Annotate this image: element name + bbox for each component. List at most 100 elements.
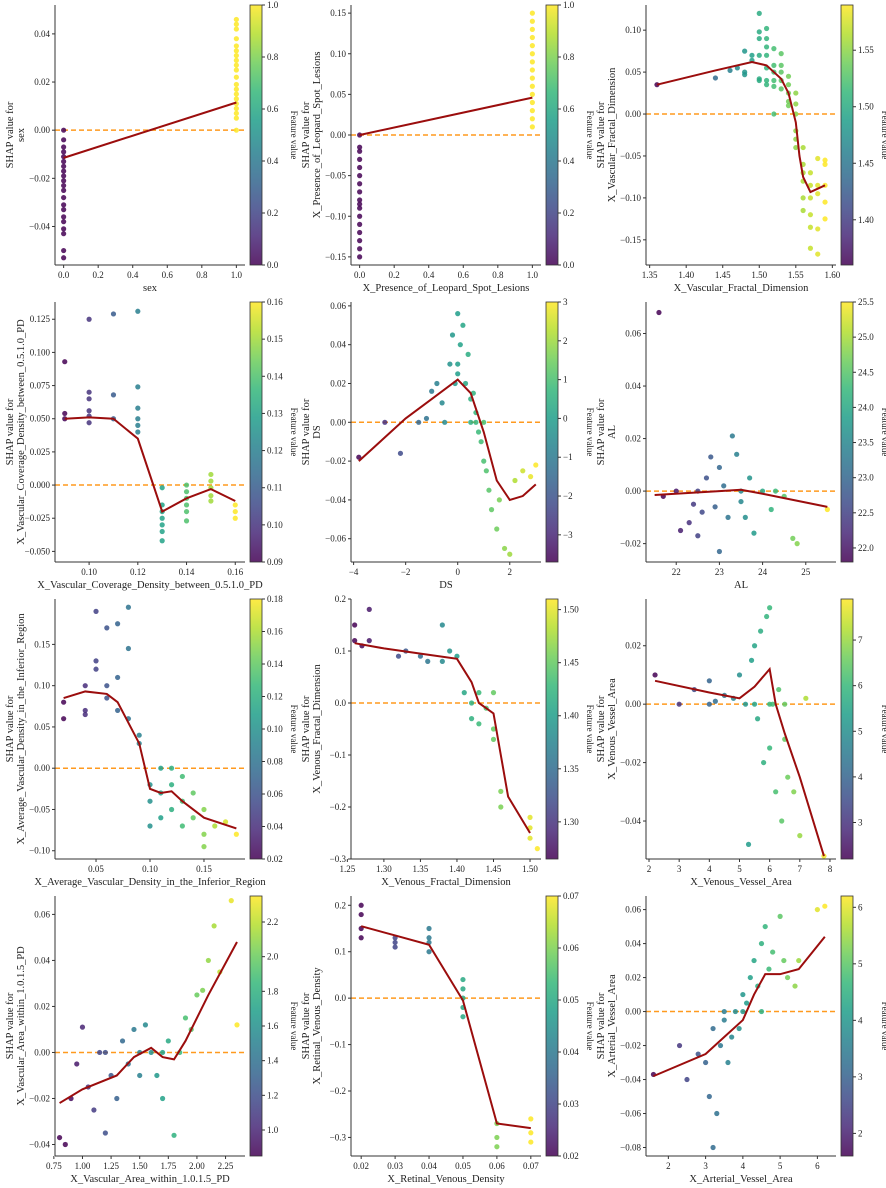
data-point <box>355 454 361 460</box>
data-point <box>104 625 110 631</box>
data-point <box>763 52 770 58</box>
data-point <box>781 957 787 964</box>
data-point <box>529 59 535 65</box>
data-point <box>425 949 432 955</box>
data-point <box>793 101 799 107</box>
data-point <box>61 207 67 213</box>
x-tick-label: 1.55 <box>788 270 804 280</box>
data-point <box>710 1144 716 1151</box>
colorbar-tick-label: 1.0 <box>563 0 575 10</box>
data-point <box>61 144 67 150</box>
x-tick-label: 0.8 <box>492 270 504 280</box>
y-tick-label: 0.00 <box>330 417 346 427</box>
y-tick-label: 0.02 <box>625 973 641 983</box>
x-tick-label: 4 <box>707 864 712 874</box>
x-tick-label: 7 <box>798 864 803 874</box>
data-point <box>822 216 828 222</box>
data-point <box>529 10 535 16</box>
data-point <box>778 86 784 92</box>
colorbar-tick-label: 2.0 <box>267 952 279 962</box>
y-tick-label: 0.0 <box>334 698 346 708</box>
data-point <box>485 487 492 493</box>
y-tick-label: 0.1 <box>334 646 345 656</box>
y-axis-label-line2: X_Venous_Fractal_Dimension <box>312 664 323 794</box>
x-tick-label: 0.2 <box>388 270 399 280</box>
x-tick-label: 0.2 <box>93 270 104 280</box>
colorbar-tick-label: 1.6 <box>267 1021 279 1031</box>
data-point <box>770 701 776 707</box>
data-point <box>468 700 474 706</box>
data-point <box>61 214 67 220</box>
y-tick-label: 0.10 <box>330 49 346 59</box>
data-point <box>747 475 753 481</box>
data-point <box>822 199 828 205</box>
x-tick-label: 1.50 <box>522 864 538 874</box>
data-point <box>61 173 67 179</box>
y-tick-label: 0.02 <box>625 434 641 444</box>
y-tick-label: 0.00 <box>625 1007 641 1017</box>
data-point <box>792 983 798 989</box>
colorbar-tick-label: 24.5 <box>858 367 874 377</box>
x-tick-label: 6 <box>767 864 772 874</box>
data-point <box>676 1042 683 1049</box>
data-point <box>208 478 214 484</box>
y-tick-label: 0.06 <box>625 329 641 339</box>
colorbar-tick-label: 5 <box>858 959 863 969</box>
data-point <box>233 21 239 27</box>
data-point <box>61 202 67 208</box>
colorbar-tick-label: 0.18 <box>267 594 283 604</box>
colorbar-tick-label: 0.02 <box>563 1151 579 1161</box>
x-tick-label: 1.60 <box>824 270 840 280</box>
data-point <box>778 69 784 75</box>
y-tick-label: −0.02 <box>29 173 50 183</box>
colorbar-tick-label: 1.40 <box>563 711 579 721</box>
data-point <box>759 488 766 494</box>
data-point <box>425 935 432 941</box>
data-point <box>454 361 460 367</box>
colorbar-tick-label: 0.07 <box>563 891 579 901</box>
y-tick-label: −0.02 <box>620 758 641 768</box>
data-point <box>771 62 777 68</box>
data-point <box>751 643 758 649</box>
colorbar <box>249 895 263 1157</box>
data-point <box>102 1130 108 1136</box>
y-axis-label-line1: SHAP value for <box>596 398 607 465</box>
x-tick-label: 0.15 <box>196 864 212 874</box>
colorbar-tick-label: 0.13 <box>267 408 283 418</box>
data-point <box>433 380 439 387</box>
data-point <box>695 1051 701 1057</box>
x-tick-label: 1.45 <box>715 270 731 280</box>
data-point <box>233 831 239 837</box>
data-point <box>356 173 362 179</box>
data-point <box>233 43 239 49</box>
colorbar-label: Feature value <box>585 408 595 457</box>
data-point <box>159 522 165 528</box>
x-tick-label: 24 <box>758 567 768 577</box>
data-point <box>91 1107 97 1113</box>
y-axis-label-line1: SHAP value for <box>301 101 312 168</box>
data-point <box>756 52 762 58</box>
dependence-plot-3: 1.35 1.40 1.45 1.50 1.55 1.60 −0.15 −0.10 −0.05 0… <box>596 4 886 294</box>
x-axis-label: AL <box>734 580 748 591</box>
y-tick-label: 0.15 <box>330 8 346 18</box>
data-point <box>62 359 68 365</box>
data-point <box>784 974 791 981</box>
data-point <box>168 806 175 813</box>
data-point <box>527 1130 533 1136</box>
data-point <box>742 701 749 707</box>
y-tick-label: 0.125 <box>30 314 51 324</box>
dependence-plot-5: −4 −2 0 2−0.06−0.04−0.020.000.020.040.06DSS… <box>301 297 595 591</box>
colorbar-tick-label: 0 <box>563 413 568 423</box>
data-point <box>183 518 190 524</box>
data-point <box>771 83 777 89</box>
data-point <box>61 255 67 261</box>
y-tick-label: 0.02 <box>34 77 50 87</box>
data-point <box>356 164 362 171</box>
data-point <box>114 1095 120 1102</box>
colorbar-tick-label: 0.14 <box>267 371 283 381</box>
data-point <box>366 606 372 612</box>
y-tick-label: 0.100 <box>30 347 51 357</box>
data-point <box>756 29 762 35</box>
data-point <box>158 765 164 771</box>
